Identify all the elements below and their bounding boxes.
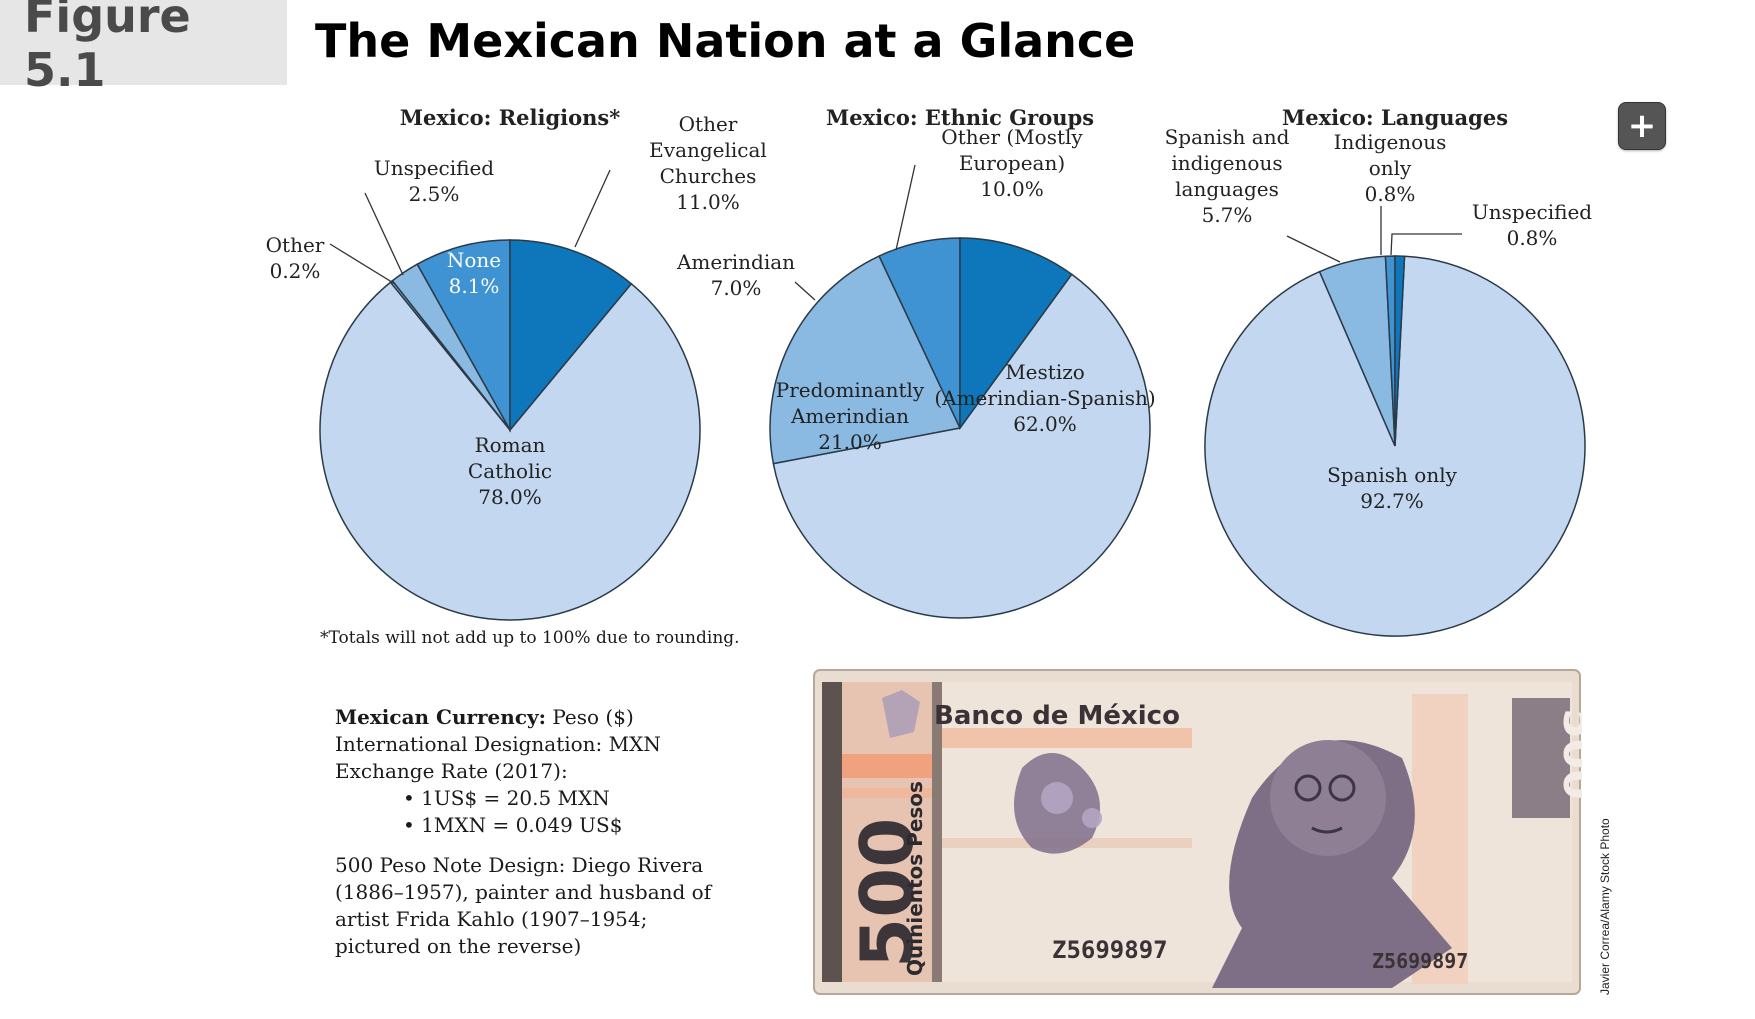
currency-name-label: Mexican Currency: bbox=[335, 705, 547, 729]
pie-slice-roman-catholic bbox=[319, 281, 701, 621]
leader-line bbox=[574, 169, 611, 248]
currency-name-value: Peso ($) bbox=[552, 705, 634, 729]
exchange-rate-usd: 1US$ = 20.5 MXN bbox=[421, 786, 610, 810]
chart-title-2: Mexico: Ethnic Groups bbox=[826, 105, 1094, 130]
slice-label: Predominantly Amerindian 21.0% bbox=[776, 378, 925, 454]
slice-label: Other Evangelical Churches 11.0% bbox=[649, 112, 767, 214]
leader-line bbox=[794, 281, 816, 301]
banknote-bank-name: Banco de México bbox=[934, 701, 1180, 731]
banknote-denomination: 500 bbox=[845, 818, 929, 968]
pie-slice-mestizo-amerindian-spanish bbox=[772, 273, 1151, 619]
slice-label: Unspecified 2.5% bbox=[374, 156, 494, 206]
banknote-denomination-words: Quinientos Pesos bbox=[903, 781, 927, 976]
slice-label: Indigenous only 0.8% bbox=[1334, 130, 1447, 206]
banknote-serial-right: Z5699897 bbox=[1372, 949, 1468, 973]
chart-title-1: Mexico: Religions* bbox=[400, 105, 620, 130]
figure-title: The Mexican Nation at a Glance bbox=[315, 14, 1136, 68]
leader-line bbox=[329, 243, 396, 285]
pie-slice-other-mostly-european bbox=[959, 237, 1073, 431]
expand-plus-icon[interactable]: + bbox=[1618, 102, 1666, 150]
banknote-image: 500 Quinientos Pesos Banco de México Z56… bbox=[813, 669, 1582, 995]
banknote-serial: Z5699897 bbox=[1052, 936, 1168, 964]
slice-label: Mestizo (Amerindian-Spanish) 62.0% bbox=[934, 360, 1155, 436]
slice-label: Other 0.2% bbox=[266, 233, 325, 283]
exchange-rate-bullet: • 1US$ = 20.5 MXN bbox=[403, 786, 610, 810]
currency-info: Mexican Currency: Peso ($) International… bbox=[335, 704, 755, 839]
currency-designation: International Designation: MXN bbox=[335, 732, 661, 756]
banknote-corner-denomination: 500 bbox=[1553, 708, 1582, 800]
exchange-rate-mxn: 1MXN = 0.049 US$ bbox=[421, 813, 623, 837]
chart-footnote: *Totals will not add up to 100% due to r… bbox=[320, 628, 740, 648]
slice-label: Roman Catholic 78.0% bbox=[468, 433, 552, 509]
slice-label: None 8.1% bbox=[447, 248, 501, 298]
exchange-rate-bullet: • 1MXN = 0.049 US$ bbox=[403, 813, 623, 837]
slice-label: Spanish only 92.7% bbox=[1327, 463, 1458, 513]
leader-line bbox=[364, 192, 404, 276]
pie-slice-predominantly-amerindian bbox=[769, 255, 962, 465]
pie-slice-unspecified bbox=[1394, 255, 1406, 447]
slice-label: Other (Mostly European) 10.0% bbox=[941, 125, 1083, 201]
slice-label: Unspecified 0.8% bbox=[1472, 200, 1592, 250]
exchange-rate-label: Exchange Rate (2017): bbox=[335, 759, 568, 783]
slice-label: Amerindian 7.0% bbox=[676, 250, 795, 300]
figure-label: Figure 5.1 bbox=[0, 0, 287, 97]
photo-credit: Javier Correa/Alamy Stock Photo bbox=[1598, 818, 1612, 995]
pie-slice-none bbox=[416, 239, 511, 433]
leader-line bbox=[895, 164, 916, 251]
leader-line bbox=[1286, 235, 1341, 263]
slice-label: Spanish and indigenous languages 5.7% bbox=[1165, 125, 1290, 227]
note-design-text: 500 Peso Note Design: Diego Rivera (1886… bbox=[335, 853, 712, 958]
pie-slice-other-evangelical-churches bbox=[509, 239, 633, 433]
leader-line bbox=[1390, 233, 1462, 256]
chart-title-3: Mexico: Languages bbox=[1282, 105, 1508, 130]
